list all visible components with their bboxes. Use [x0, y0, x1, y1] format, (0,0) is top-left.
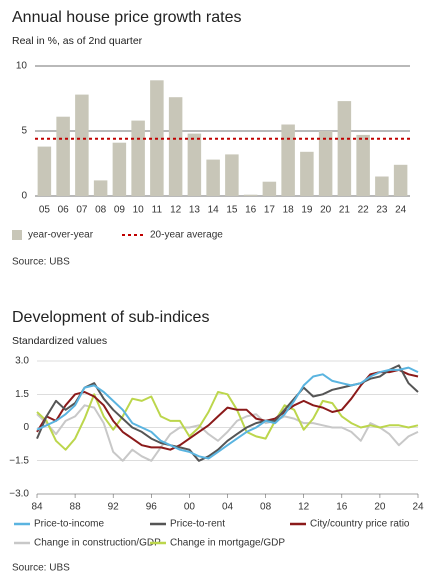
y-tick-label: 1.5	[15, 389, 29, 400]
series-line	[36, 366, 419, 460]
bar	[375, 176, 389, 196]
series-line	[36, 391, 419, 451]
bar	[112, 142, 127, 196]
bar	[131, 120, 145, 196]
x-tick-label: 06	[58, 205, 70, 216]
legend-label: 20-year average	[150, 230, 223, 241]
x-tick-label: 12	[298, 502, 310, 513]
y-tick-label: −3.0	[9, 489, 29, 500]
x-tick-label: 22	[358, 205, 370, 216]
bar	[337, 101, 352, 196]
legend-label: Change in construction/GDP	[34, 538, 161, 549]
source: Source: UBS	[12, 563, 70, 574]
x-tick-label: 16	[245, 205, 257, 216]
x-tick-label: 16	[336, 502, 348, 513]
x-tick-label: 12	[170, 205, 182, 216]
x-tick-label: 84	[31, 502, 43, 513]
bar	[243, 194, 258, 196]
series-line	[36, 368, 419, 451]
bar	[356, 134, 370, 196]
chart-title: Development of sub-indices	[12, 309, 209, 326]
bar	[281, 124, 295, 196]
x-tick-label: 14	[208, 205, 220, 216]
bar	[393, 164, 408, 196]
x-tick-label: 24	[395, 205, 407, 216]
legend-label: Price-to-income	[34, 519, 104, 530]
series-line	[36, 404, 419, 462]
bar	[56, 116, 70, 196]
bar	[262, 181, 277, 196]
x-tick-label: 20	[320, 205, 332, 216]
bar	[93, 180, 108, 196]
x-tick-label: 11	[152, 205, 163, 216]
bar	[75, 94, 89, 196]
x-tick-label: 04	[222, 502, 234, 513]
x-tick-label: 17	[264, 205, 276, 216]
y-tick-label: 0	[23, 422, 29, 433]
bar	[187, 133, 202, 196]
series-line	[36, 364, 419, 462]
legend-label: City/country price ratio	[310, 519, 410, 530]
x-tick-label: 00	[184, 502, 196, 513]
x-tick-label: 88	[70, 502, 82, 513]
bar	[168, 97, 183, 196]
bar	[206, 159, 220, 196]
legend-label: year-over-year	[28, 230, 94, 241]
x-tick-label: 08	[95, 205, 107, 216]
chart-title: Annual house price growth rates	[12, 9, 241, 26]
x-tick-label: 21	[339, 205, 351, 216]
x-tick-label: 08	[260, 502, 272, 513]
x-tick-label: 24	[412, 502, 424, 513]
legend-swatch	[12, 230, 22, 240]
x-tick-label: 19	[301, 205, 313, 216]
chart-subtitle: Real in %, as of 2nd quarter	[12, 35, 143, 47]
bar	[300, 151, 314, 196]
x-tick-label: 07	[76, 205, 88, 216]
x-tick-label: 20	[374, 502, 386, 513]
x-tick-label: 96	[146, 502, 158, 513]
x-tick-label: 18	[283, 205, 295, 216]
x-tick-label: 15	[226, 205, 238, 216]
bar	[37, 146, 52, 196]
chart-subtitle: Standardized values	[12, 335, 107, 347]
x-tick-label: 05	[39, 205, 51, 216]
y-tick-label: 0	[21, 191, 27, 202]
source: Source: UBS	[12, 257, 70, 268]
y-tick-label: 10	[16, 61, 28, 72]
y-tick-label: −1.5	[9, 455, 29, 466]
x-tick-label: 92	[108, 502, 120, 513]
x-tick-label: 10	[133, 205, 145, 216]
y-tick-label: 5	[21, 126, 27, 137]
bar	[318, 131, 333, 196]
x-tick-label: 23	[376, 205, 388, 216]
x-tick-label: 09	[114, 205, 126, 216]
legend-label: Price-to-rent	[170, 519, 225, 530]
bar	[225, 154, 239, 196]
y-tick-label: 3.0	[15, 356, 29, 367]
x-tick-label: 13	[189, 205, 201, 216]
legend-label: Change in mortgage/GDP	[170, 538, 285, 549]
